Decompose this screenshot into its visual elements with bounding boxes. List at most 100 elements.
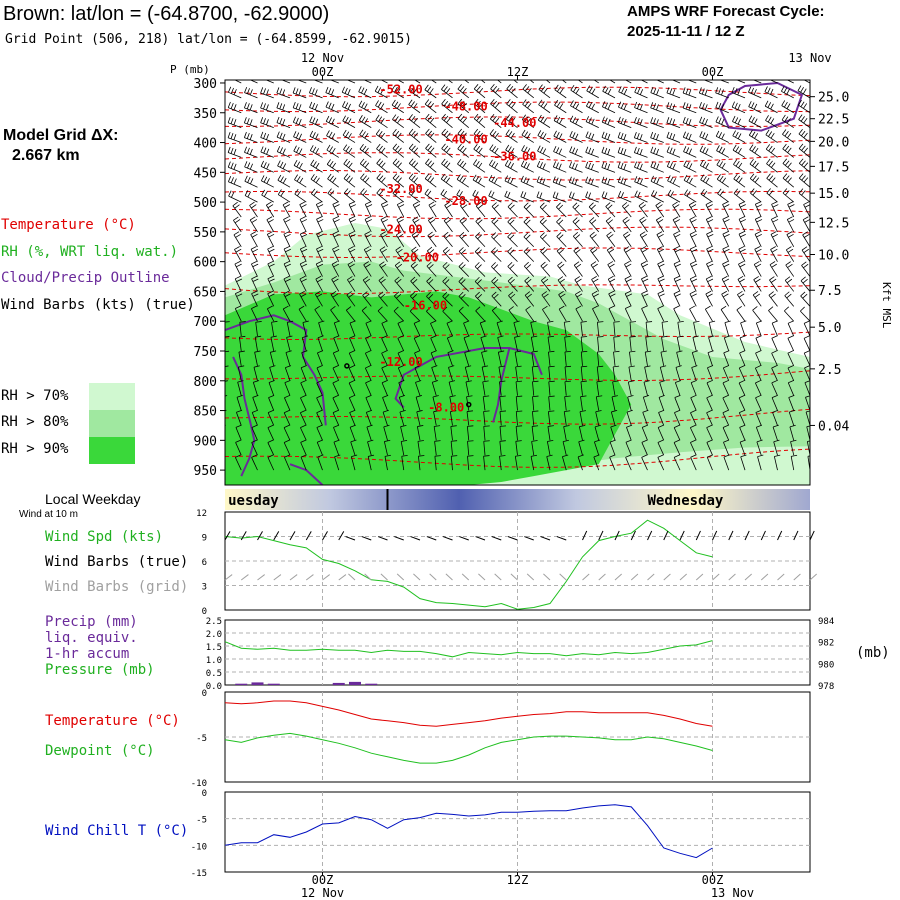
wind-barb-flag: [299, 275, 306, 280]
wind-barb-flag: [234, 246, 240, 250]
wind-barb: [650, 131, 664, 143]
rh-key-80-label: RH > 80%: [1, 414, 69, 430]
wind-barb: [413, 320, 421, 337]
wind-barb: [506, 84, 518, 99]
wind-barb-shaft: [803, 204, 810, 218]
wind-barb-shaft: [441, 103, 453, 114]
wind-barb: [523, 261, 535, 277]
wind-barb-shaft: [474, 281, 486, 292]
wind-barb: [689, 424, 697, 441]
wind-barb-flag: [787, 201, 794, 205]
wind-barb-flag: [264, 73, 266, 79]
wind-barb-shaft: [507, 236, 518, 248]
wind-barb-shaft: [284, 397, 291, 411]
wind-barb-flag: [613, 365, 620, 368]
wind-barb-flag: [266, 133, 269, 140]
wind-barb-shaft: [434, 441, 437, 456]
wind-barb-shaft: [268, 382, 275, 396]
wind-barb-shaft: [227, 122, 242, 129]
wind-barb-flag: [642, 409, 649, 413]
wind-barb-flag: [300, 293, 307, 298]
wind-barb-flag: [574, 72, 577, 77]
wind-barb-flag: [641, 454, 648, 458]
wind-barb: [750, 188, 762, 203]
wind-barb-flag: [785, 175, 790, 181]
wind-barb: [316, 439, 323, 456]
wind-barb-shaft: [292, 92, 307, 99]
wind-barb: [675, 365, 682, 381]
wind-barb-shaft: [434, 456, 437, 471]
wind-barb-flag: [785, 190, 790, 196]
wind-barb-shaft: [244, 166, 258, 173]
wind-barb-flag: [677, 320, 684, 323]
wind-barb-shaft: [689, 219, 697, 233]
wind-barb-flag: [428, 294, 434, 299]
wind-barb-shaft: [658, 397, 665, 411]
wind-barb: [618, 101, 632, 114]
wind-barb: [800, 306, 810, 322]
wind-barb-shaft: [473, 164, 486, 173]
wind-barb-flag: [750, 87, 754, 94]
wind-barb-shaft: [375, 119, 388, 128]
wind-barb-shaft: [538, 89, 551, 99]
wind-barb-shaft: [674, 382, 681, 396]
wind-barb-shaft: [408, 104, 421, 114]
wind-barb: [400, 439, 408, 456]
wind-barb-flag: [601, 146, 605, 153]
wind-barb-flag: [636, 162, 640, 169]
wind-barb-shaft: [343, 149, 356, 158]
wind-barb-flag: [504, 160, 509, 166]
wind-barb-flag: [473, 113, 479, 119]
wind-barb-flag: [591, 219, 597, 224]
wind-barb: [239, 321, 246, 337]
wind-barb-flag: [592, 74, 595, 79]
wind-barb-shaft: [396, 219, 405, 233]
wind-barb: [314, 305, 323, 322]
wind-barb-shaft: [716, 164, 729, 173]
wind-barb: [383, 424, 390, 441]
wind-barb-flag: [735, 160, 740, 167]
wind-barb: [607, 275, 616, 292]
wind-barb-shaft: [602, 90, 616, 99]
wind-barb-shaft: [426, 281, 437, 292]
wind-barb-flag: [691, 293, 697, 297]
wind-barb-flag: [701, 103, 705, 110]
wind-barb-flag: [771, 177, 776, 183]
wind-barb-shaft: [410, 265, 421, 277]
wind-barb-flag: [349, 409, 356, 413]
wind-barb: [380, 80, 388, 84]
wind-barb: [349, 335, 356, 352]
wind-barb-flag: [557, 86, 562, 92]
wind-barb-flag: [292, 87, 296, 94]
wind-barb-flag: [523, 177, 527, 183]
wind-barb: [601, 116, 616, 129]
wind-barb-flag: [401, 454, 408, 457]
wind-barb: [657, 424, 665, 441]
wind-barb-shaft: [585, 196, 599, 203]
wind-barb: [331, 261, 340, 277]
wind-barb-shaft: [270, 337, 275, 352]
wind-barb-flag: [232, 201, 238, 207]
wind-barb-shaft: [733, 193, 746, 203]
wind-barb-flag: [548, 380, 555, 383]
wind-barb-flag: [591, 276, 597, 280]
wind-barb-shaft: [490, 88, 502, 99]
wind-barb-flag: [734, 117, 739, 124]
wind-barb: [683, 174, 697, 188]
wind-barb-shaft: [789, 426, 795, 441]
wind-barb-shaft: [249, 219, 258, 233]
wind-barb-flag: [381, 162, 386, 168]
wind-barb-flag: [472, 189, 476, 196]
wind-barb-flag: [771, 216, 777, 220]
wind-barb-flag: [267, 231, 273, 235]
wind-barb-shaft: [326, 135, 339, 143]
wind-barb-flag: [718, 132, 722, 138]
wind-barb-flag: [239, 321, 246, 323]
wind-barb-flag: [667, 175, 671, 181]
wind-barb-shaft: [300, 382, 307, 396]
wind-barb-flag: [349, 350, 355, 354]
wind-barb-shaft: [608, 308, 616, 322]
wind-barb-flag: [634, 116, 637, 123]
wind-barb-shaft: [530, 456, 535, 471]
wind-barb-flag: [543, 88, 548, 94]
